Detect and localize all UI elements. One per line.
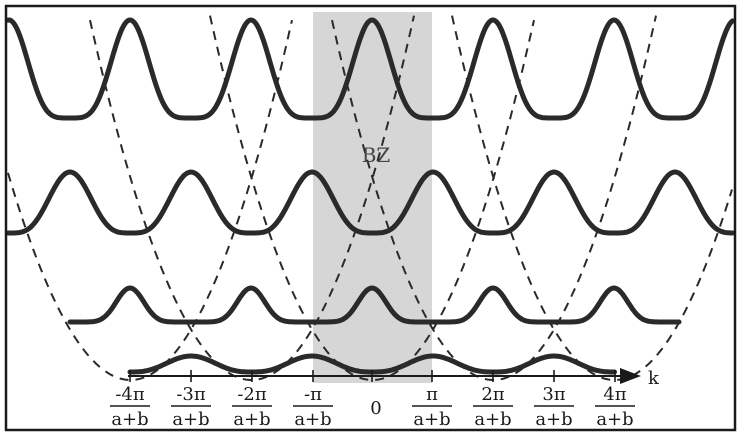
- k-axis-label: k: [648, 368, 660, 389]
- tick-numerator: -4π: [115, 384, 145, 405]
- brillouin-zone-label: BZ: [362, 143, 391, 167]
- tick-denominator: a+b: [535, 409, 572, 430]
- energy-band-3: [67, 285, 682, 325]
- tick-numerator: 2π: [481, 384, 504, 405]
- tick-denominator: a+b: [233, 409, 270, 430]
- parabola-3: [209, 15, 535, 381]
- tick-zero-label: 0: [370, 398, 381, 419]
- parabola-5: [451, 15, 733, 381]
- tick-numerator: -π: [304, 384, 322, 405]
- tick-denominator: a+b: [111, 409, 148, 430]
- k-axis-ticks: -4π a+b -3π a+b -2π a+b -π a+b 0 π a+b 2π a+b 3π a+b 4π…: [110, 370, 635, 430]
- parabola-4: [331, 15, 657, 381]
- energy-band-2: [5, 169, 735, 236]
- parabola-2: [89, 15, 415, 381]
- tick-denominator: a+b: [413, 409, 450, 430]
- tick-denominator: a+b: [596, 409, 633, 430]
- tick-denominator: a+b: [294, 409, 331, 430]
- tick-denominator: a+b: [474, 409, 511, 430]
- tick-numerator: -3π: [176, 384, 206, 405]
- tick-numerator: 3π: [542, 384, 565, 405]
- free-electron-parabolas: [7, 15, 733, 381]
- tick-numerator: π: [426, 384, 438, 405]
- tick-numerator: 4π: [603, 384, 626, 405]
- diagram-frame: [4, 4, 737, 432]
- energy-band-1: [5, 17, 735, 121]
- tick-numerator: -2π: [237, 384, 267, 405]
- k-axis-arrowhead: [620, 368, 641, 384]
- tick-denominator: a+b: [172, 409, 209, 430]
